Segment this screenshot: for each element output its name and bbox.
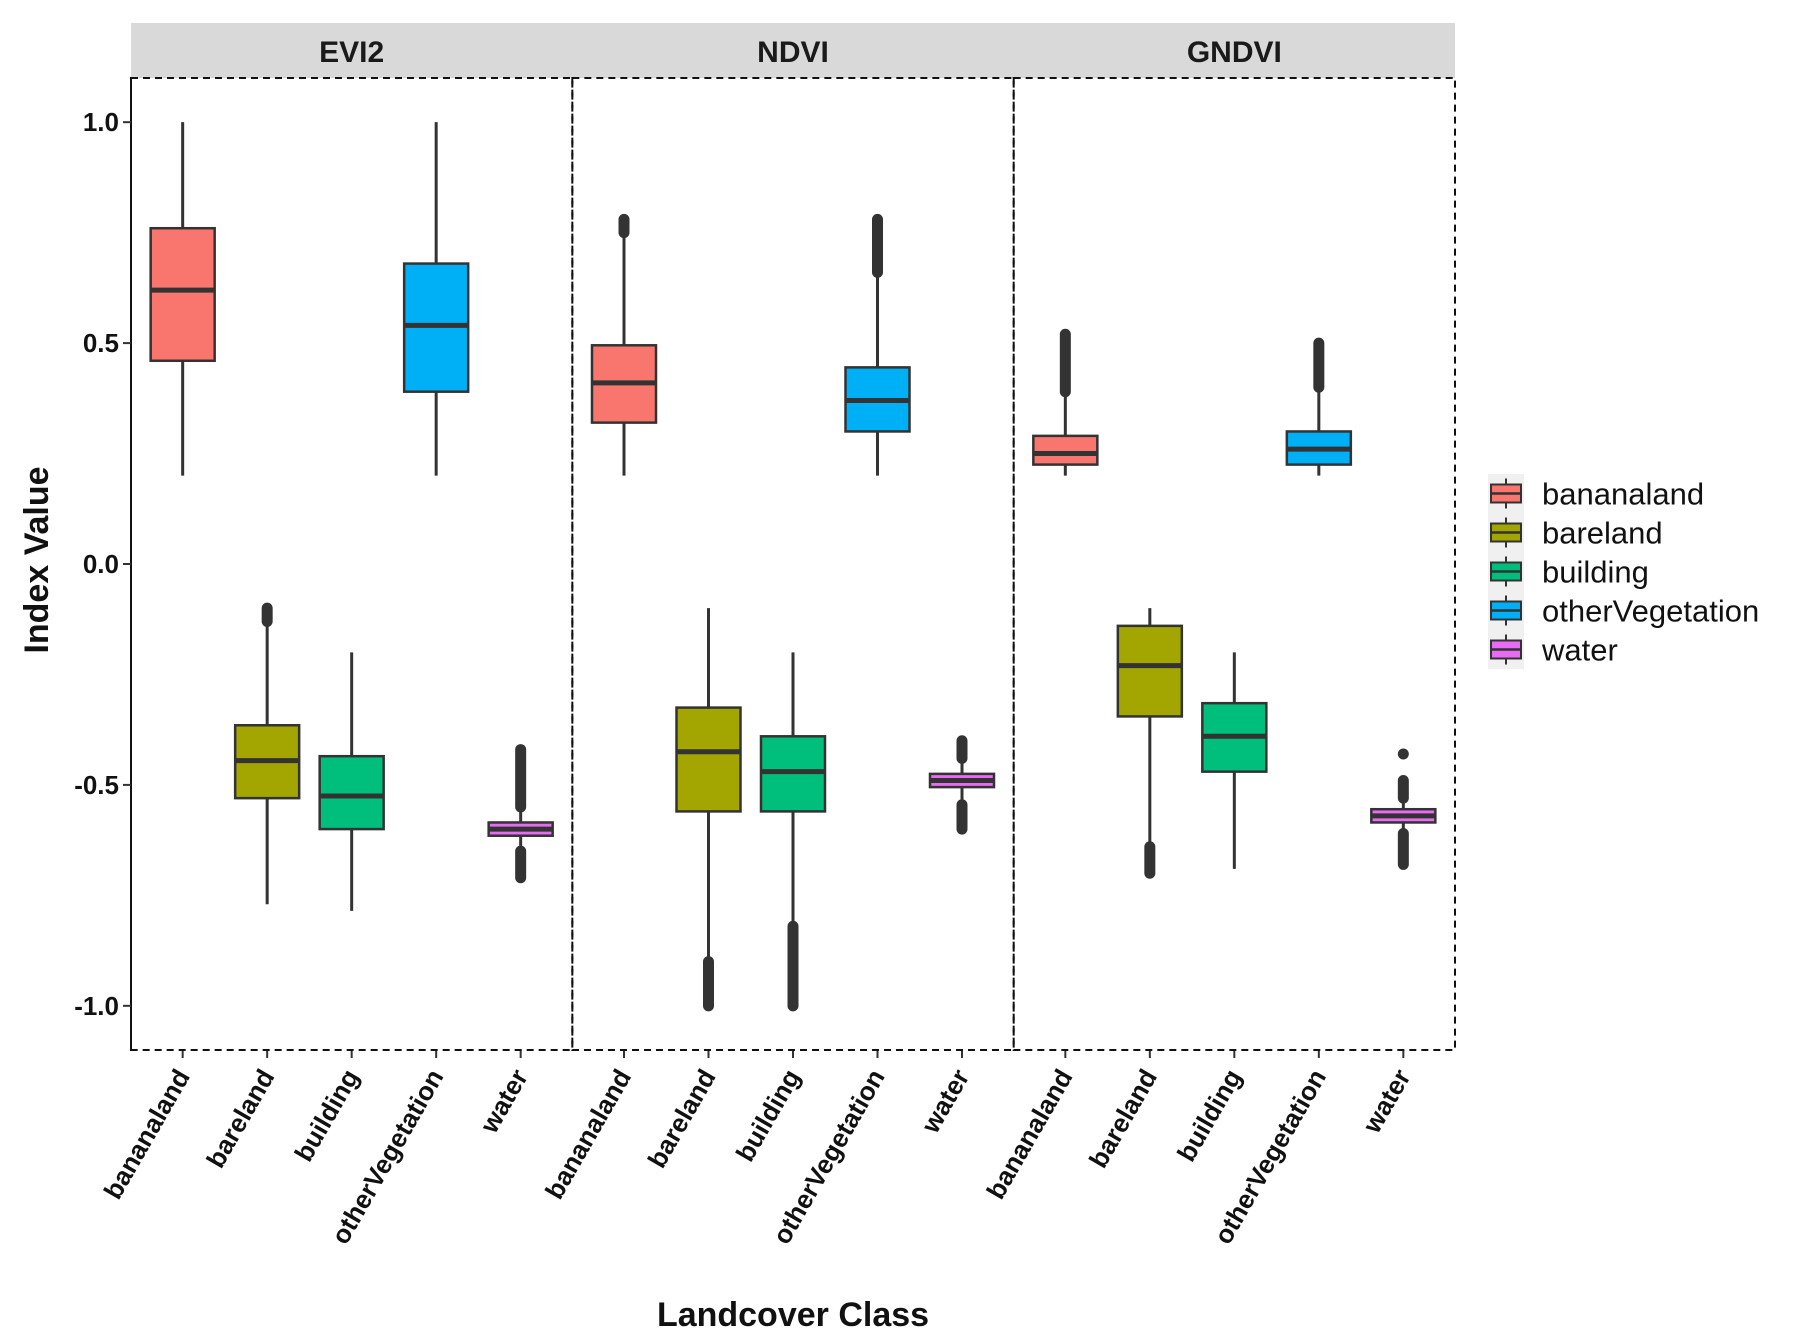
x-axis-title: Landcover Class — [657, 1296, 929, 1334]
legend-label: bananaland — [1542, 477, 1704, 512]
box-body — [149, 226, 216, 363]
box-building: building — [1171, 652, 1268, 1167]
box-building: building — [288, 652, 385, 1167]
x-tick-label: building — [288, 1064, 365, 1167]
x-tick-label: bareland — [200, 1064, 280, 1173]
y-tick-label: -1.0 — [74, 991, 119, 1021]
x-tick-label: water — [915, 1064, 975, 1139]
panel-border — [1012, 77, 1457, 1051]
box-body — [1032, 434, 1099, 466]
legend-label: otherVegetation — [1542, 594, 1759, 629]
outlier-point — [1397, 748, 1409, 760]
x-tick-label: building — [1171, 1064, 1248, 1167]
box-body — [675, 706, 742, 813]
box-bananaland: bananaland — [98, 122, 216, 1204]
box-bareland: bareland — [1083, 608, 1184, 1173]
box-body — [318, 754, 385, 831]
facet-title: NDVI — [757, 36, 829, 69]
box-otherVegetation: otherVegetation — [1208, 337, 1353, 1249]
box-bananaland: bananaland — [980, 328, 1099, 1204]
facet-title: EVI2 — [319, 36, 384, 69]
panel-gndvi: GNDVI bananaland bareland buildingotherVege… — [980, 36, 1457, 1249]
legend-item-building: building — [1490, 555, 1649, 590]
y-tick-label: 0.0 — [83, 549, 119, 579]
x-tick-label: water — [473, 1064, 533, 1139]
legend-item-otherVegetation: otherVegetation — [1490, 594, 1759, 629]
y-axis: 1.0 0.5 0.0 -0.5 -1.0 — [74, 78, 132, 1050]
x-tick-label: bananaland — [539, 1064, 637, 1204]
x-tick-label: building — [730, 1064, 807, 1167]
box-water: water — [1356, 748, 1437, 1139]
legend-label: bareland — [1542, 516, 1663, 551]
x-tick-label: bareland — [642, 1064, 722, 1173]
box-bareland: bareland — [642, 608, 742, 1173]
box-building: building — [730, 652, 827, 1167]
box-bareland: bareland — [200, 602, 301, 1173]
legend-item-bareland: bareland — [1490, 516, 1663, 551]
x-tick-label: bananaland — [98, 1064, 196, 1204]
y-tick-label: 1.0 — [83, 107, 119, 137]
facet-title: GNDVI — [1187, 36, 1282, 69]
box-body — [1116, 624, 1184, 718]
legend-item-water: water — [1490, 633, 1618, 668]
y-tick-label: 0.5 — [83, 328, 119, 358]
legend-label: water — [1541, 633, 1618, 668]
y-axis-title: Index Value — [18, 466, 56, 653]
x-tick-label: bareland — [1083, 1064, 1163, 1173]
x-tick-label: bananaland — [980, 1064, 1078, 1204]
legend-label: building — [1542, 555, 1649, 590]
legend: bananaland bareland building otherVegetatio… — [1488, 474, 1759, 669]
legend-item-bananaland: bananaland — [1490, 477, 1704, 512]
y-tick-label: -0.5 — [74, 770, 119, 800]
x-tick-label: water — [1356, 1064, 1416, 1139]
box-water: water — [915, 735, 996, 1139]
box-water: water — [473, 744, 554, 1139]
box-bananaland: bananaland — [539, 213, 658, 1204]
facet-strip — [131, 23, 1455, 78]
